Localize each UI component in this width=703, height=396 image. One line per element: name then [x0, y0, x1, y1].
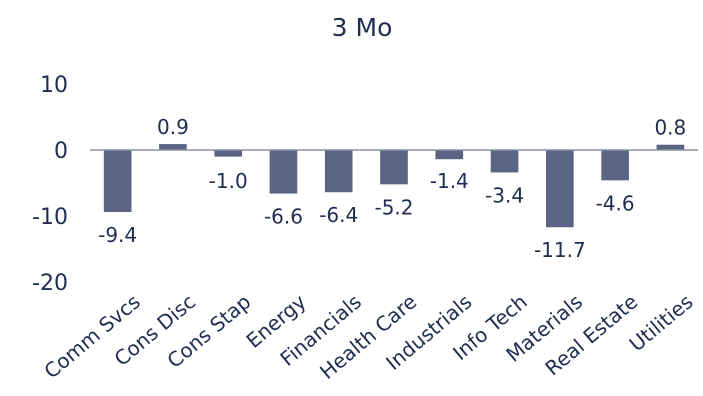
y-tick-label: 0 — [54, 139, 68, 164]
chart-title: 3 Mo — [332, 13, 393, 42]
data-label: -6.4 — [319, 203, 358, 227]
y-tick-label: -10 — [32, 205, 68, 230]
bar-cons-stap — [214, 150, 242, 157]
x-category-label: Utilities — [624, 289, 697, 356]
data-label: 0.8 — [654, 116, 686, 140]
data-label: -3.4 — [485, 183, 524, 207]
data-label: 0.9 — [157, 115, 189, 139]
data-label: -1.0 — [209, 169, 248, 193]
data-label: -11.7 — [534, 238, 586, 262]
data-label: -6.6 — [264, 205, 303, 229]
y-tick-label: 10 — [40, 73, 68, 98]
bar-utilities — [656, 144, 685, 150]
data-labels-group: -9.4 0.9 -1.0 -6.6 -6.4 -5.2 -1.4 -3.4 -11.7 -4.6… — [98, 115, 686, 262]
bar-industrials — [435, 150, 464, 160]
bar-materials — [546, 150, 574, 228]
bar-financials — [324, 150, 353, 193]
y-axis: 10 0 -10 -20 — [32, 73, 68, 296]
bar-comm-svcs — [103, 150, 132, 213]
data-label: -4.6 — [596, 191, 635, 215]
y-tick-label: -20 — [32, 271, 68, 296]
bar-energy — [269, 150, 298, 194]
bars-group — [103, 144, 685, 228]
bar-info-tech — [490, 150, 519, 173]
data-label: -1.4 — [430, 169, 469, 193]
bar-health-care — [380, 150, 408, 185]
data-label: -9.4 — [98, 223, 137, 247]
bar-cons-disc — [159, 144, 187, 150]
data-label: -5.2 — [374, 195, 413, 219]
bar-real-estate — [601, 150, 629, 181]
